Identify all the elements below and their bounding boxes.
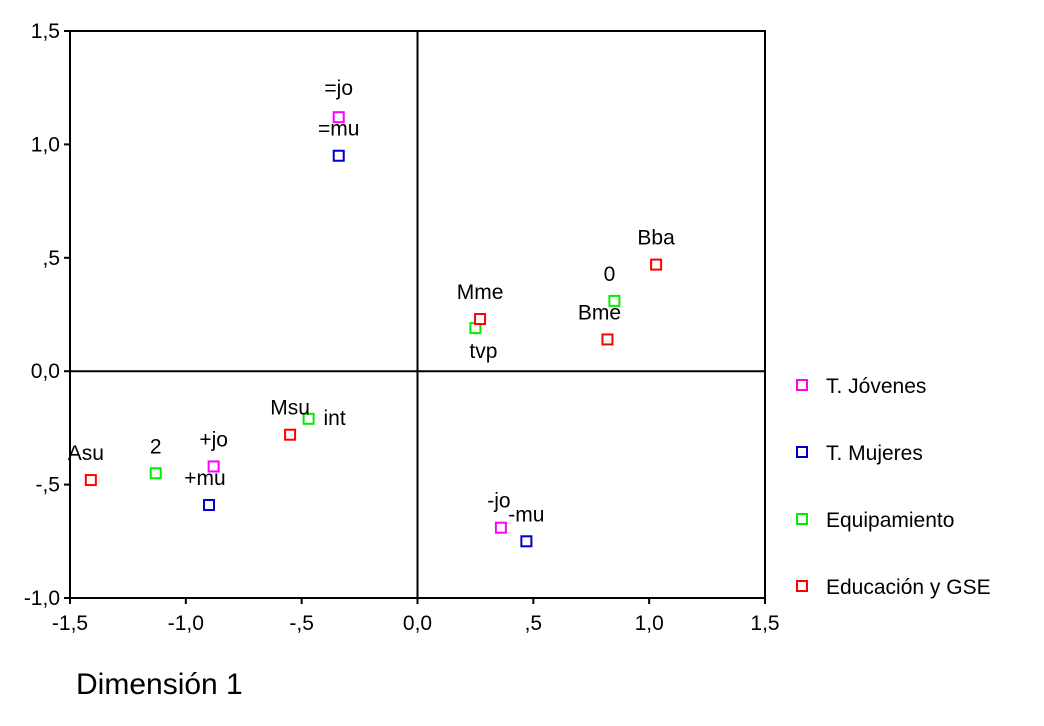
- data-point-marker: [149, 467, 162, 480]
- data-point-label: -mu: [508, 503, 544, 526]
- legend-label: T. Mujeres: [826, 442, 923, 465]
- y-tick-label: 1,0: [31, 133, 60, 156]
- x-tick-label: 1,5: [750, 612, 779, 635]
- y-tick-label: 1,5: [31, 20, 60, 43]
- data-point-label: 0: [604, 263, 616, 286]
- data-point-marker: [608, 294, 621, 307]
- data-point-label: 2: [150, 435, 162, 458]
- data-point-label: Bba: [637, 227, 675, 250]
- x-tick-label: -1,0: [168, 612, 204, 635]
- data-point-label: -jo: [487, 490, 510, 513]
- data-point-label: +mu: [184, 467, 225, 490]
- data-point-marker: [84, 474, 97, 487]
- x-tick-label: -,5: [289, 612, 314, 635]
- legend-marker: [796, 513, 808, 525]
- y-tick-label: ,5: [42, 247, 60, 270]
- data-point-label: =jo: [324, 77, 353, 100]
- data-point-marker: [650, 258, 663, 271]
- data-point-marker: [332, 149, 345, 162]
- legend-label: T. Jóvenes: [826, 375, 926, 398]
- data-point-marker: [284, 428, 297, 441]
- x-tick-label: 0,0: [403, 612, 432, 635]
- data-point-marker: [332, 111, 345, 124]
- legend-marker: [796, 580, 808, 592]
- y-tick-label: 0,0: [31, 360, 60, 383]
- data-point-label: Bme: [578, 301, 621, 324]
- data-point-marker: [601, 333, 614, 346]
- x-tick-label: ,5: [525, 612, 543, 635]
- legend-marker: [796, 446, 808, 458]
- data-point-label: int: [324, 407, 346, 430]
- axes-layer: -1,5 -1,0 -,5 0,0,5 1,0 1,51,51,0,50,0-,5-1,0: [24, 20, 780, 635]
- legend-label: Equipamiento: [826, 509, 954, 532]
- x-tick-label: 1,0: [635, 612, 664, 635]
- data-point-label: Msu: [270, 397, 310, 420]
- data-point-label: +jo: [199, 428, 228, 451]
- data-point-marker: [494, 521, 507, 534]
- x-axis-label: Dimensión 1: [76, 668, 243, 701]
- data-point-marker: [474, 313, 487, 326]
- y-tick-label: -1,0: [24, 587, 60, 610]
- y-tick-label: -,5: [35, 474, 60, 497]
- points-layer: =jo +jo -jo =mu +mu -mu 0 tvp int 2 Bba Bme Mme Msu As…: [68, 77, 675, 548]
- data-point-marker: [207, 460, 220, 473]
- data-point-label: =mu: [318, 118, 359, 141]
- data-point-label: Asu: [68, 442, 104, 465]
- data-point-marker: [520, 535, 533, 548]
- legend-marker: [796, 379, 808, 391]
- x-tick-label: -1,5: [52, 612, 88, 635]
- data-point-marker: [203, 499, 215, 512]
- legend: T. Jóvenes T. Mujeres Equipamiento Educació…: [796, 375, 991, 599]
- data-point-label: tvp: [469, 340, 497, 363]
- data-point-marker: [302, 412, 315, 425]
- data-point-label: Mme: [457, 281, 504, 304]
- legend-label: Educación y GSE: [826, 576, 991, 599]
